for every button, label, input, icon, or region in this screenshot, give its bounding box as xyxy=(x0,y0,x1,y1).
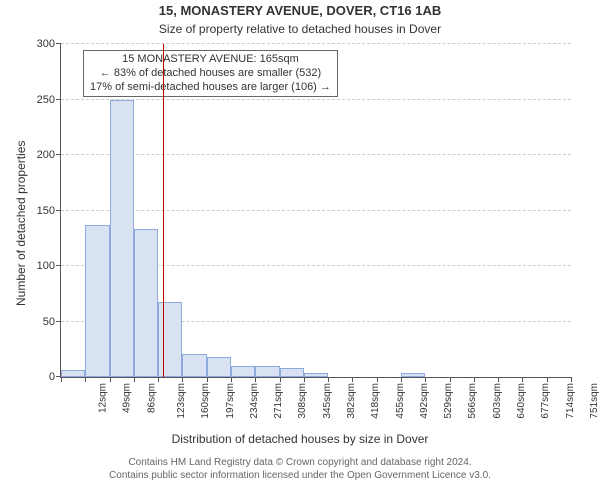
x-tick-label: 234sqm xyxy=(249,383,260,419)
x-tick-mark xyxy=(280,377,281,382)
bar xyxy=(401,373,425,377)
y-tick-label: 200 xyxy=(37,149,61,161)
annotation-line-2: ← 83% of detached houses are smaller (53… xyxy=(90,67,331,81)
chart-title: 15, MONASTERY AVENUE, DOVER, CT16 1AB xyxy=(0,3,600,18)
bar xyxy=(182,354,206,377)
x-tick-mark xyxy=(474,377,475,382)
x-tick-label: 197sqm xyxy=(225,383,236,419)
bar xyxy=(255,366,279,377)
x-tick-label: 751sqm xyxy=(589,383,600,419)
bar xyxy=(134,229,158,377)
annotation-box: 15 MONASTERY AVENUE: 165sqm ← 83% of det… xyxy=(83,50,338,97)
x-tick-mark xyxy=(450,377,451,382)
x-tick-label: 640sqm xyxy=(516,383,527,419)
y-tick-label: 300 xyxy=(37,38,61,50)
y-axis-label: Number of detached properties xyxy=(14,140,28,305)
x-tick-mark xyxy=(352,377,353,382)
y-tick-label: 50 xyxy=(43,316,61,328)
y-tick-label: 0 xyxy=(49,371,61,383)
x-tick-mark xyxy=(207,377,208,382)
x-tick-mark xyxy=(547,377,548,382)
bar xyxy=(61,370,85,377)
x-tick-mark xyxy=(304,377,305,382)
x-tick-mark xyxy=(425,377,426,382)
x-tick-label: 714sqm xyxy=(565,383,576,419)
x-tick-label: 418sqm xyxy=(370,383,381,419)
y-tick-label: 250 xyxy=(37,94,61,106)
x-tick-label: 455sqm xyxy=(395,383,406,419)
x-tick-mark xyxy=(401,377,402,382)
bar xyxy=(280,368,304,377)
footer: Contains HM Land Registry data © Crown c… xyxy=(0,457,600,482)
x-tick-mark xyxy=(182,377,183,382)
x-tick-mark xyxy=(134,377,135,382)
chart-container: { "title": "15, MONASTERY AVENUE, DOVER,… xyxy=(0,0,600,500)
x-tick-mark xyxy=(231,377,232,382)
x-tick-label: 603sqm xyxy=(492,383,503,419)
x-tick-mark xyxy=(328,377,329,382)
plot-area: 15 MONASTERY AVENUE: 165sqm ← 83% of det… xyxy=(60,44,571,378)
footer-line-2: Contains public sector information licen… xyxy=(0,470,600,483)
x-tick-label: 492sqm xyxy=(419,383,430,419)
bar xyxy=(207,357,231,377)
footer-line-1: Contains HM Land Registry data © Crown c… xyxy=(0,457,600,470)
gridline xyxy=(61,43,571,44)
x-tick-label: 123sqm xyxy=(176,383,187,419)
x-tick-label: 345sqm xyxy=(322,383,333,419)
gridline xyxy=(61,154,571,155)
x-tick-mark xyxy=(85,377,86,382)
x-tick-label: 308sqm xyxy=(298,383,309,419)
annotation-line-3: 17% of semi-detached houses are larger (… xyxy=(90,81,331,95)
x-axis-label: Distribution of detached houses by size … xyxy=(0,432,600,446)
bar xyxy=(85,225,109,377)
x-tick-mark xyxy=(522,377,523,382)
x-tick-mark xyxy=(158,377,159,382)
bar xyxy=(304,373,328,377)
y-tick-label: 150 xyxy=(37,205,61,217)
gridline xyxy=(61,99,571,100)
x-tick-mark xyxy=(255,377,256,382)
x-tick-label: 677sqm xyxy=(540,383,551,419)
x-tick-label: 49sqm xyxy=(122,383,133,413)
x-tick-label: 271sqm xyxy=(273,383,284,419)
bar xyxy=(110,100,134,378)
annotation-line-1: 15 MONASTERY AVENUE: 165sqm xyxy=(90,53,331,67)
bar xyxy=(158,302,182,377)
x-tick-mark xyxy=(110,377,111,382)
x-tick-mark xyxy=(61,377,62,382)
reference-line xyxy=(163,44,164,377)
gridline xyxy=(61,210,571,211)
x-tick-label: 12sqm xyxy=(98,383,109,413)
x-tick-mark xyxy=(498,377,499,382)
x-tick-label: 86sqm xyxy=(146,383,157,413)
x-tick-mark xyxy=(571,377,572,382)
x-tick-label: 529sqm xyxy=(443,383,454,419)
y-tick-label: 100 xyxy=(37,260,61,272)
x-tick-label: 160sqm xyxy=(200,383,211,419)
chart-subtitle: Size of property relative to detached ho… xyxy=(0,22,600,36)
x-tick-mark xyxy=(377,377,378,382)
x-tick-label: 382sqm xyxy=(346,383,357,419)
x-tick-label: 566sqm xyxy=(468,383,479,419)
bar xyxy=(231,366,255,377)
